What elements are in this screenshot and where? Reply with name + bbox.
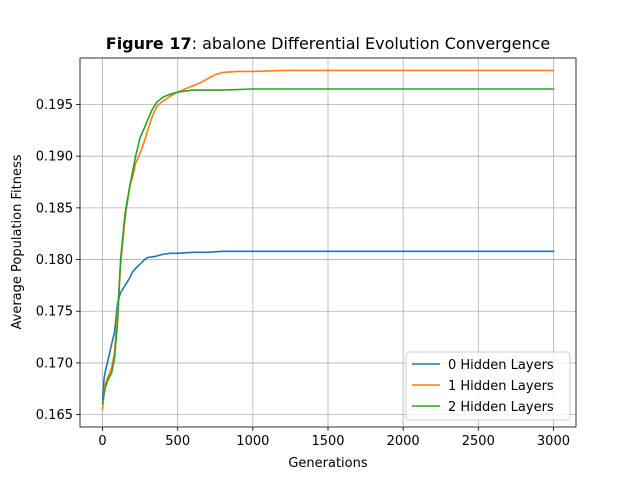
x-tick-label: 1000 [236,434,269,449]
y-tick-label: 0.190 [36,150,73,165]
x-tick-label: 1500 [311,434,344,449]
legend: 0 Hidden Layers 1 Hidden Layers 2 Hidden L… [405,351,571,421]
legend-entries: 0 Hidden Layers 1 Hidden Layers 2 Hidden L… [412,358,554,415]
y-tick-label: 0.195 [36,98,73,113]
y-tick-label: 0.175 [36,305,73,320]
grid-lines [80,58,576,427]
chart-title: Figure 17: abalone Differential Evolutio… [106,34,550,53]
series-line-2 [101,88,555,406]
x-tick-label: 3000 [537,434,570,449]
y-tick-label: 0.170 [36,356,73,371]
chart-title-rest: : abalone Differential Evolution Converg… [192,34,551,53]
legend-label-2: 2 Hidden Layers [448,400,554,415]
legend-label-1: 1 Hidden Layers [448,379,554,394]
x-tick-label: 0 [98,434,106,449]
series-lines [101,69,555,411]
y-axis-label: Average Population Fitness [10,154,25,329]
axis-ticks: 0 500 1000 1500 2000 2500 3000 0.165 0.170 0.175 0… [36,98,570,449]
legend-box [405,351,571,421]
y-tick-label: 0.185 [36,201,73,216]
y-tick-label: 0.165 [36,408,73,423]
chart-title-bold: Figure 17 [106,34,192,53]
x-axis-label: Generations [288,456,368,471]
x-tick-label: 2500 [462,434,495,449]
legend-label-0: 0 Hidden Layers [448,358,554,373]
y-tick-label: 0.180 [36,253,73,268]
series-line-0 [101,250,555,400]
x-tick-label: 2000 [387,434,420,449]
x-tick-label: 500 [165,434,190,449]
